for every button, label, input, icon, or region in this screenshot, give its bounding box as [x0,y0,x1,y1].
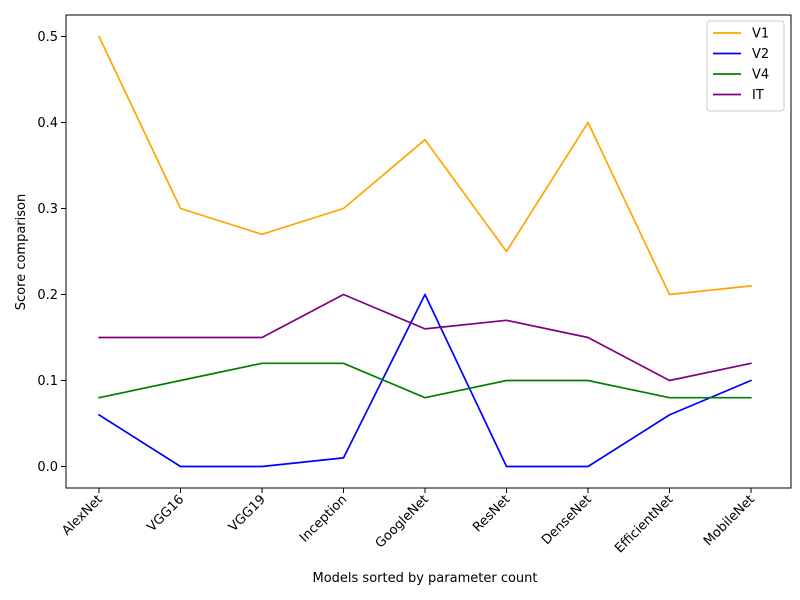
legend-box [706,20,785,112]
legend-label-v1: V1 [752,27,769,42]
y-axis-label: Score comparison [14,194,29,310]
y-tick-label: 0.0 [37,460,58,475]
series-line-it [98,293,752,382]
legend: V1 V2 V4 IT [706,20,785,112]
series-line-v1 [98,35,752,296]
y-tick-label: 0.3 [37,202,58,217]
series-line-v4 [98,362,752,399]
x-tick-label: EfficientNet [612,492,676,556]
y-tick-label: 0.2 [37,288,58,303]
x-tick-label: ResNet [470,492,513,535]
x-tick-label: AlexNet [59,492,106,539]
legend-label-it: IT [752,88,764,103]
x-axis: AlexNet VGG16 VGG19 Inception GoogleNet ResNe… [59,488,758,556]
x-tick-label: MobileNet [701,492,758,549]
plot-area [65,14,792,489]
y-tick-label: 0.1 [37,374,58,389]
series-lines [98,35,752,468]
x-tick-label: VGG19 [226,492,269,535]
series-line-v2 [98,293,752,468]
legend-label-v2: V2 [752,47,769,62]
legend-label-v4: V4 [752,68,769,83]
x-tick-label: GoogleNet [373,492,432,551]
x-axis-label: Models sorted by parameter count [312,571,537,586]
y-axis: 0.0 0.1 0.2 0.3 0.4 0.5 [37,30,66,475]
y-tick-label: 0.5 [37,30,58,45]
x-tick-label: Inception [297,492,350,545]
x-tick-label: VGG16 [144,492,187,535]
y-tick-label: 0.4 [37,116,58,131]
x-tick-label: DenseNet [539,492,595,548]
